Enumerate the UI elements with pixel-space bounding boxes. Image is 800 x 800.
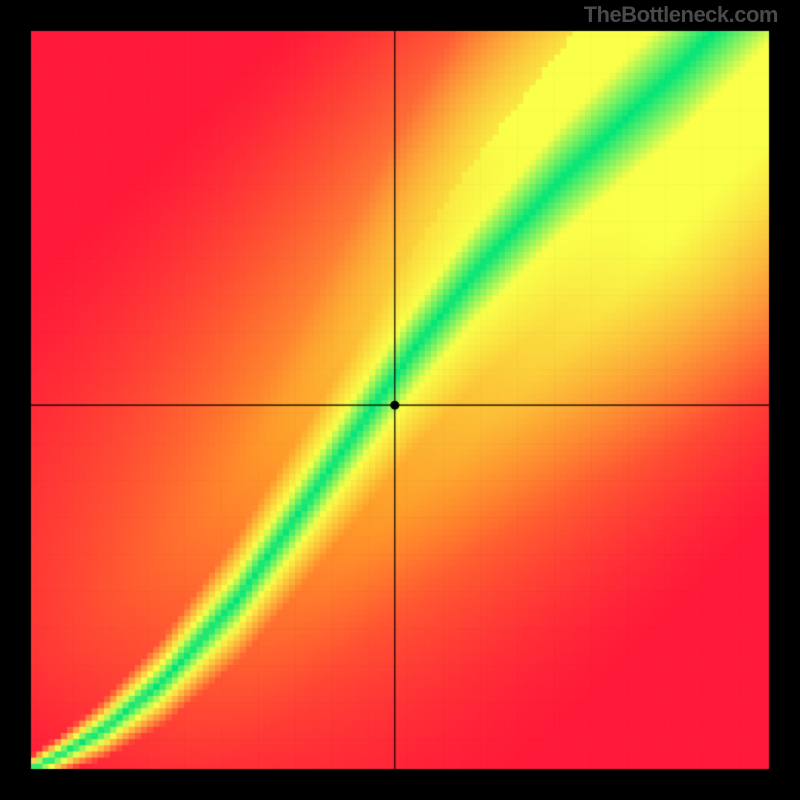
heatmap-canvas [30,30,770,770]
watermark-text: TheBottleneck.com [584,2,778,28]
bottleneck-heatmap [30,30,770,770]
